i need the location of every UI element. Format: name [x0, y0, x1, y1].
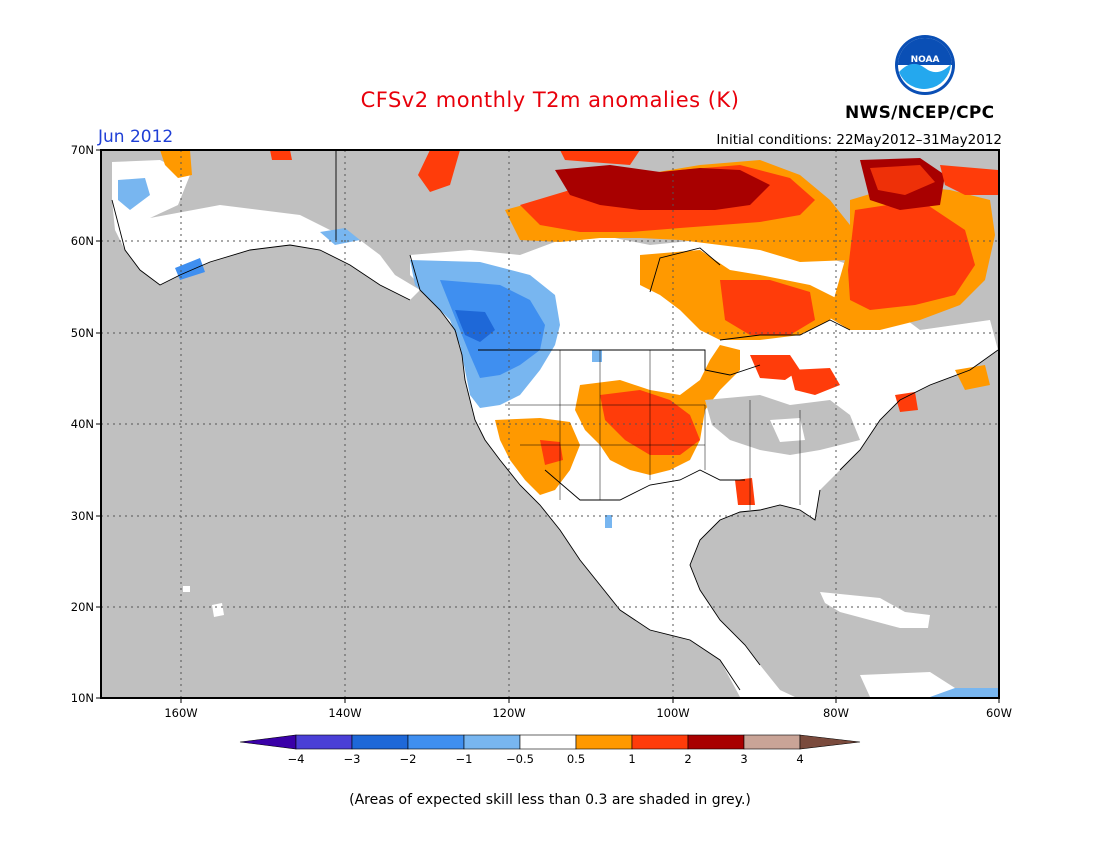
lon-label: 100W — [656, 706, 689, 720]
lat-label: 50N — [71, 326, 94, 340]
lon-label: 140W — [328, 706, 361, 720]
legend-swatch-low-arrow — [239, 734, 297, 750]
legend-swatch — [687, 734, 745, 750]
agency-label: NWS/NCEP/CPC — [845, 103, 995, 123]
anomaly-field — [112, 150, 999, 697]
legend-label: −2 — [400, 752, 417, 766]
lat-label: 70N — [71, 143, 94, 157]
legend-label: 3 — [740, 752, 747, 766]
graticule — [101, 150, 999, 698]
legend-swatch — [631, 734, 689, 750]
initial-conditions: Initial conditions: 22May2012–31May2012 — [716, 132, 1002, 148]
legend-label: −0.5 — [506, 752, 534, 766]
logo-text: NOAA — [911, 55, 940, 65]
lon-label: 160W — [164, 706, 197, 720]
legend-swatch — [295, 734, 353, 750]
legend-swatch — [351, 734, 409, 750]
lon-label: 120W — [492, 706, 525, 720]
latitude-labels: 70N 60N 50N 40N 30N 20N 10N — [71, 143, 94, 705]
legend-swatch — [743, 734, 801, 750]
longitude-labels: 160W 140W 120W 100W 80W 60W — [164, 706, 1012, 720]
legend-label: 4 — [796, 752, 803, 766]
skill-note: (Areas of expected skill less than 0.3 a… — [349, 792, 751, 808]
legend-swatch — [463, 734, 521, 750]
lon-label: 80W — [823, 706, 849, 720]
legend-swatch — [407, 734, 465, 750]
lat-label: 30N — [71, 509, 94, 523]
noaa-logo-icon: NOAA — [895, 35, 955, 95]
legend-swatch — [519, 734, 577, 750]
legend-label: 0.5 — [567, 752, 585, 766]
page-title: CFSv2 monthly T2m anomalies (K) — [360, 88, 740, 112]
axis-ticks — [96, 149, 1000, 703]
color-legend — [239, 734, 861, 750]
lon-label: 60W — [986, 706, 1012, 720]
state-borders — [505, 350, 801, 510]
legend-label: 2 — [684, 752, 691, 766]
legend-label: −3 — [344, 752, 361, 766]
legend-label: 1 — [628, 752, 635, 766]
lat-label: 10N — [71, 691, 94, 705]
coastlines — [111, 150, 999, 691]
legend-swatch-high-arrow — [799, 734, 861, 750]
legend-label: −1 — [456, 752, 473, 766]
legend-labels: −4 −3 −2 −1 −0.5 0.5 1 2 3 4 — [288, 752, 804, 766]
legend-label: −4 — [288, 752, 305, 766]
legend-swatch — [575, 734, 633, 750]
lat-label: 20N — [71, 600, 94, 614]
forecast-month: Jun 2012 — [98, 127, 174, 147]
lat-label: 60N — [71, 234, 94, 248]
lat-label: 40N — [71, 417, 94, 431]
